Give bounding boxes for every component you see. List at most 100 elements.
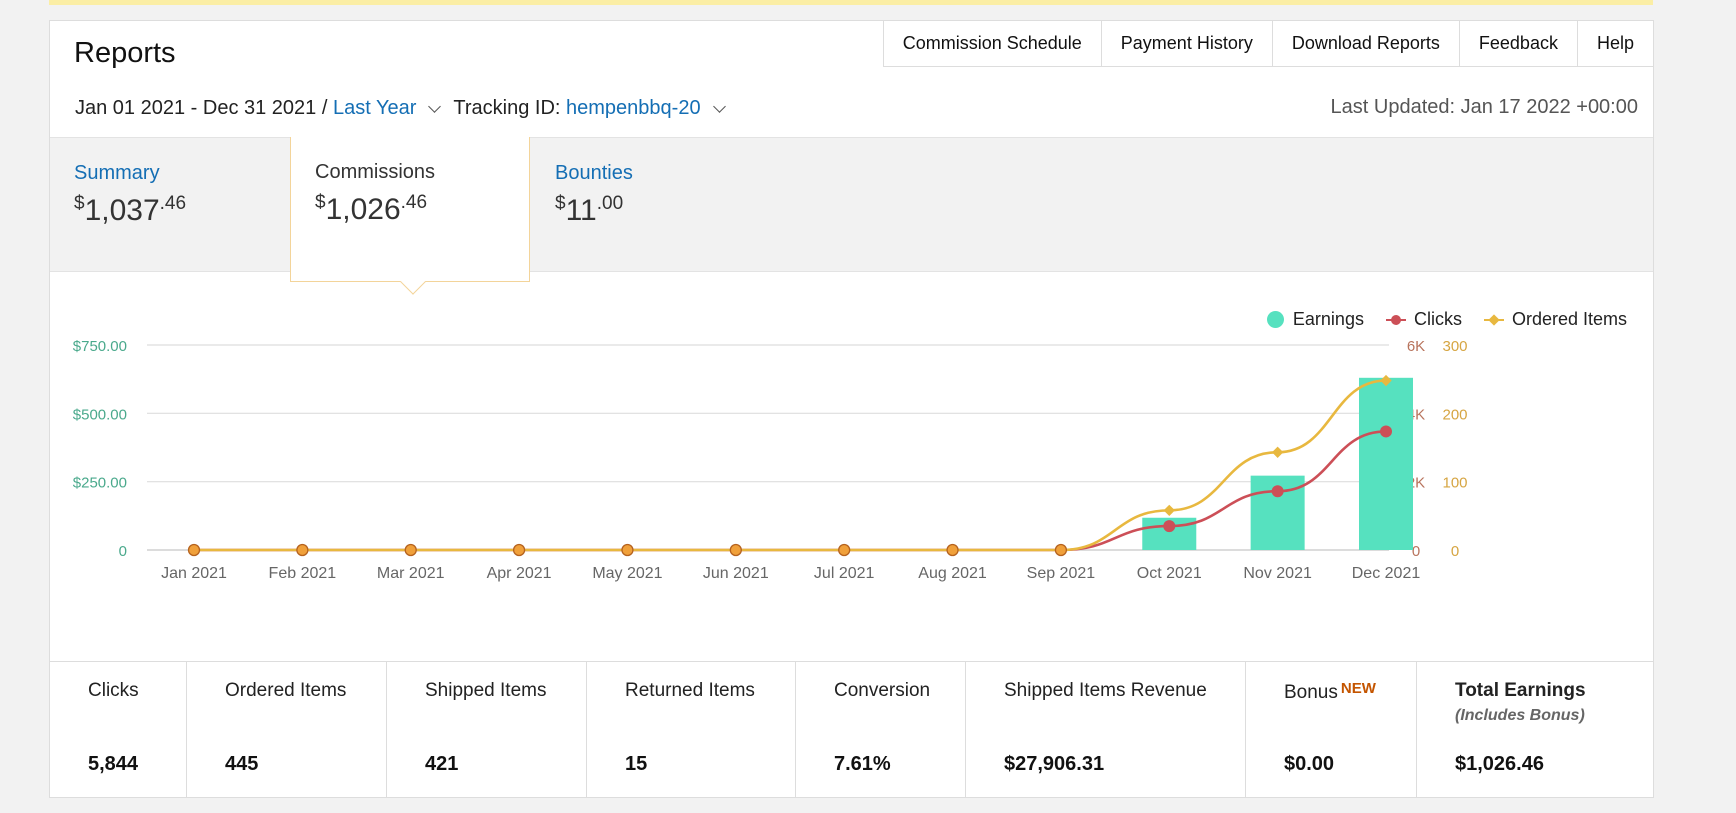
stat-value: $27,906.31 [1004,753,1105,775]
legend-earnings[interactable]: Earnings [1266,309,1364,330]
stat-shipped-revenue: Shipped Items Revenue $27,906.31 [966,662,1246,798]
legend-clicks[interactable]: Clicks [1385,309,1462,330]
legend-label: Ordered Items [1511,309,1627,329]
notification-bar [49,0,1653,5]
ordered-items-point [1163,504,1175,517]
stat-ordered-items: Ordered Items 445 [187,662,387,798]
right-axis-tick: 300 [1442,338,1467,355]
stat-value: 15 [625,753,648,775]
zero-point [729,543,742,557]
download-reports-link[interactable]: Download Reports [1272,20,1460,66]
reports-panel: Reports Commission Schedule Payment Hist… [49,20,1654,798]
top-links: Commission Schedule Payment History Down… [882,20,1654,67]
chart-canvas: 0 0 0$250.00 2K 100$500.00 4K 200$750.00 6K 300J… [73,338,1468,582]
x-axis-tick: Aug 2021 [918,565,987,582]
right-axis-tick: 0 [1412,543,1420,560]
stat-value: $1,026.46 [1455,753,1544,775]
stat-value: 445 [225,753,259,775]
commission-schedule-link[interactable]: Commission Schedule [883,20,1102,66]
zero-point [404,543,417,557]
right-axis-tick: 6K [1407,338,1425,355]
stat-shipped-items: Shipped Items 421 [387,662,587,798]
x-axis-tick: May 2021 [592,565,662,582]
stat-label: Conversion [834,680,931,701]
left-axis-tick: 0 [119,543,127,560]
x-axis-tick: Mar 2021 [377,565,445,582]
zero-point [946,543,959,557]
ordered-items-point [1380,374,1392,387]
right-axis-tick: 100 [1442,475,1467,492]
stat-label: Clicks [88,680,139,701]
legend-label: Earnings [1292,309,1364,329]
zero-point [838,543,851,557]
zero-point [1054,543,1068,557]
zero-point [512,543,526,557]
tracking-label: Tracking ID: [453,97,561,119]
period-dropdown[interactable]: Last Year [332,97,417,119]
tab-summary[interactable]: Summary $1,037.46 [50,138,290,272]
stat-returned-items: Returned Items 15 [587,662,796,798]
x-axis-tick: Jun 2021 [703,565,769,582]
last-updated: Last Updated: Jan 17 2022 +00:00 [1330,96,1638,118]
ordered-items-line [194,379,1387,552]
stat-label: Total Earnings [1455,680,1586,701]
chevron-down-icon[interactable] [428,100,442,113]
clicks-legend-marker [1385,314,1406,325]
stat-value: 421 [425,753,459,775]
tab-label: Summary [74,162,160,184]
earnings-tabs: Summary $1,037.46 Commissions $1,026.46 … [50,137,1653,295]
x-axis-tick: Feb 2021 [269,565,337,582]
stat-label: Bonus NEW [1284,680,1376,703]
legend-label: Clicks [1413,309,1462,329]
right-axis-tick: 0 [1451,543,1459,560]
tab-amount: $11.00 [555,193,624,227]
stat-total-earnings: Total Earnings (Includes Bonus) $1,026.4… [1417,662,1653,798]
chevron-down-icon[interactable] [712,100,726,113]
earnings-chart: Earnings Clicks Ordered Items 0 0 0 $250.00… [50,273,1653,658]
filter-bar: Jan 01 2021 - Dec 31 2021 / Last Year Tr… [75,97,738,120]
x-axis-tick: Nov 2021 [1243,565,1312,582]
left-axis-tick: $250.00 [73,475,127,492]
stat-label: Ordered Items [225,680,347,701]
tab-amount: $1,037.46 [74,193,187,227]
x-axis-tick: Sep 2021 [1027,565,1096,582]
clicks-point [1271,485,1284,498]
zero-point [187,543,201,557]
zero-point [296,543,309,557]
tracking-id-dropdown[interactable]: hempenbbq-20 [566,97,701,119]
ordered-items-legend-marker [1483,318,1504,321]
new-badge: NEW [1340,680,1376,697]
clicks-line [194,430,1387,552]
clicks-point [1380,425,1392,438]
stat-value: $0.00 [1284,753,1335,775]
x-axis-tick: Jul 2021 [814,565,875,582]
x-axis-tick: Jan 2021 [161,565,227,582]
stat-value: 5,844 [88,753,139,775]
clicks-point [1163,520,1176,533]
stat-conversion: Conversion 7.61% [796,662,966,798]
legend-ordered-items[interactable]: Ordered Items [1483,309,1627,330]
stat-clicks: Clicks 5,844 [50,662,187,798]
left-axis-tick: $750.00 [73,338,127,355]
stat-value: 7.61% [834,753,891,775]
x-axis-tick: Apr 2021 [487,565,552,582]
tab-label: Commissions [315,161,436,183]
payment-history-link[interactable]: Payment History [1101,20,1273,66]
stat-label: Shipped Items [425,680,547,701]
stats-row: Clicks 5,844 Ordered Items 445 Shipped I… [50,661,1653,798]
tab-commissions[interactable]: Commissions $1,026.46 [290,137,530,295]
stat-label: Returned Items [625,680,755,701]
ordered-items-point [1271,446,1284,458]
tab-label: Bounties [555,162,633,184]
zero-point [621,543,634,557]
tab-bounties[interactable]: Bounties $11.00 [531,138,771,272]
x-axis-tick: Oct 2021 [1137,565,1202,582]
right-axis-tick: 200 [1442,406,1467,423]
page-title: Reports [74,37,176,69]
chart-legend: Earnings Clicks Ordered Items [1245,309,1627,330]
stat-sublabel: (Includes Bonus) [1455,707,1585,724]
feedback-link[interactable]: Feedback [1459,20,1578,66]
x-axis-tick: Dec 2021 [1352,565,1421,582]
left-axis-tick: $500.00 [73,406,127,423]
help-link[interactable]: Help [1577,20,1654,66]
